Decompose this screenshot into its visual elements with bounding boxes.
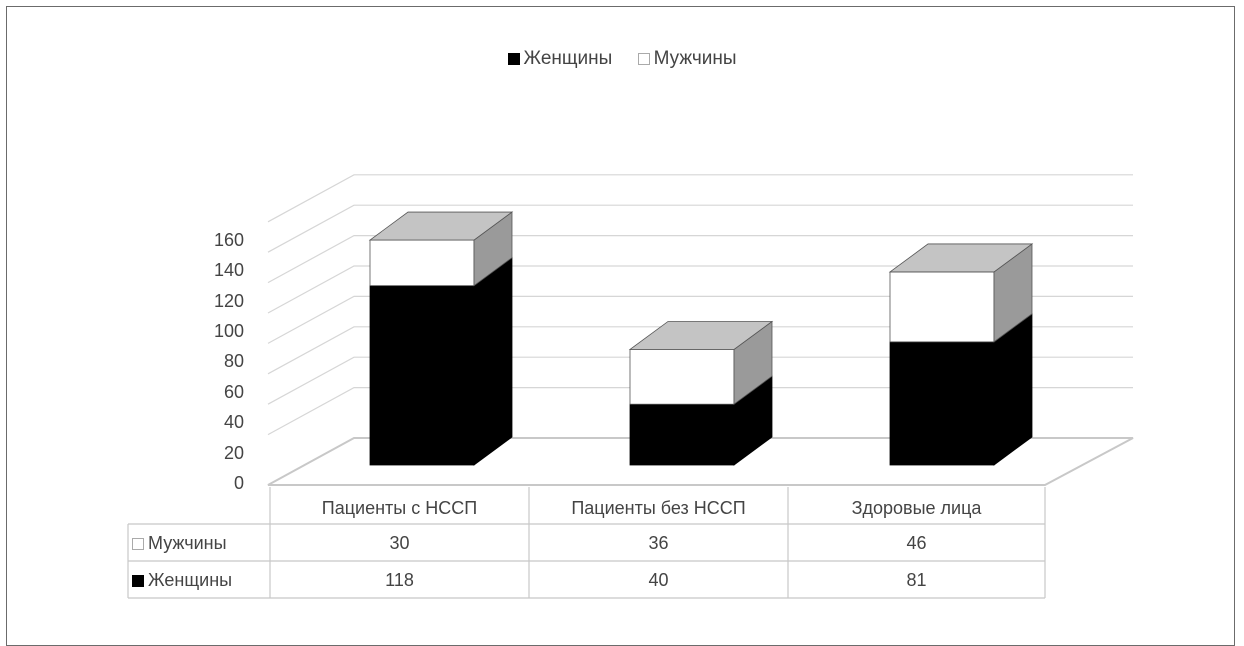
table-cell: 36 bbox=[648, 533, 669, 553]
legend-label-women: Женщины bbox=[523, 48, 613, 69]
gridline-20 bbox=[267, 387, 1133, 436]
gridline-120 bbox=[267, 235, 1133, 284]
table-cell: 46 bbox=[906, 533, 927, 553]
table-row-label: Женщины bbox=[132, 563, 274, 597]
bar-front-0-1 bbox=[629, 403, 735, 466]
y-tick-label: 0 bbox=[233, 473, 244, 493]
y-tick-label: 60 bbox=[223, 381, 244, 402]
bar-front-0-2 bbox=[889, 341, 995, 466]
legend-item-men: Мужчины bbox=[637, 48, 737, 70]
bar-front-0-0 bbox=[369, 285, 475, 466]
bar-side-0-0 bbox=[473, 256, 513, 466]
table-cell: 30 bbox=[389, 533, 410, 553]
y-tick-label: 80 bbox=[223, 351, 244, 372]
y-tick-label: 120 bbox=[213, 290, 244, 311]
legend-item-women: Женщины bbox=[507, 48, 613, 70]
legend-swatch-men bbox=[637, 53, 650, 65]
gridline-80 bbox=[267, 295, 1133, 344]
gridline-100 bbox=[267, 265, 1133, 314]
table-cell: 118 bbox=[385, 570, 414, 590]
table-row-swatch bbox=[132, 538, 144, 550]
table-row-label-text: Мужчины bbox=[148, 533, 227, 553]
table-row-swatch bbox=[132, 575, 144, 587]
category-label: Пациенты без НССП bbox=[571, 498, 746, 518]
bar-top-2 bbox=[888, 243, 1034, 273]
bar-front-1-1 bbox=[629, 349, 735, 405]
table-cell: 40 bbox=[648, 570, 669, 590]
table-row-label: Мужчины bbox=[132, 526, 274, 560]
category-label: Пациенты с НССП bbox=[321, 498, 478, 518]
bar-front-1-2 bbox=[889, 271, 995, 343]
chart-legend: Женщины Мужчины bbox=[0, 48, 1244, 70]
bar-top-0 bbox=[368, 211, 514, 241]
legend-swatch-women bbox=[507, 53, 520, 65]
y-tick-label: 40 bbox=[223, 412, 244, 433]
bar-front-1-0 bbox=[369, 239, 475, 287]
bar-top-1 bbox=[628, 321, 774, 350]
y-tick-label: 20 bbox=[223, 442, 244, 463]
legend-label-men: Мужчины bbox=[653, 48, 737, 69]
gridline-60 bbox=[267, 326, 1133, 375]
gridline-160 bbox=[267, 174, 1133, 223]
table-cell: 81 bbox=[906, 570, 927, 590]
y-tick-label: 160 bbox=[213, 229, 244, 250]
y-tick-label: 140 bbox=[213, 260, 244, 281]
gridline-40 bbox=[267, 356, 1133, 405]
gridline-140 bbox=[267, 204, 1133, 253]
category-label: Здоровые лица bbox=[851, 498, 982, 518]
table-row-label-text: Женщины bbox=[148, 570, 233, 590]
y-tick-label: 100 bbox=[213, 321, 244, 341]
